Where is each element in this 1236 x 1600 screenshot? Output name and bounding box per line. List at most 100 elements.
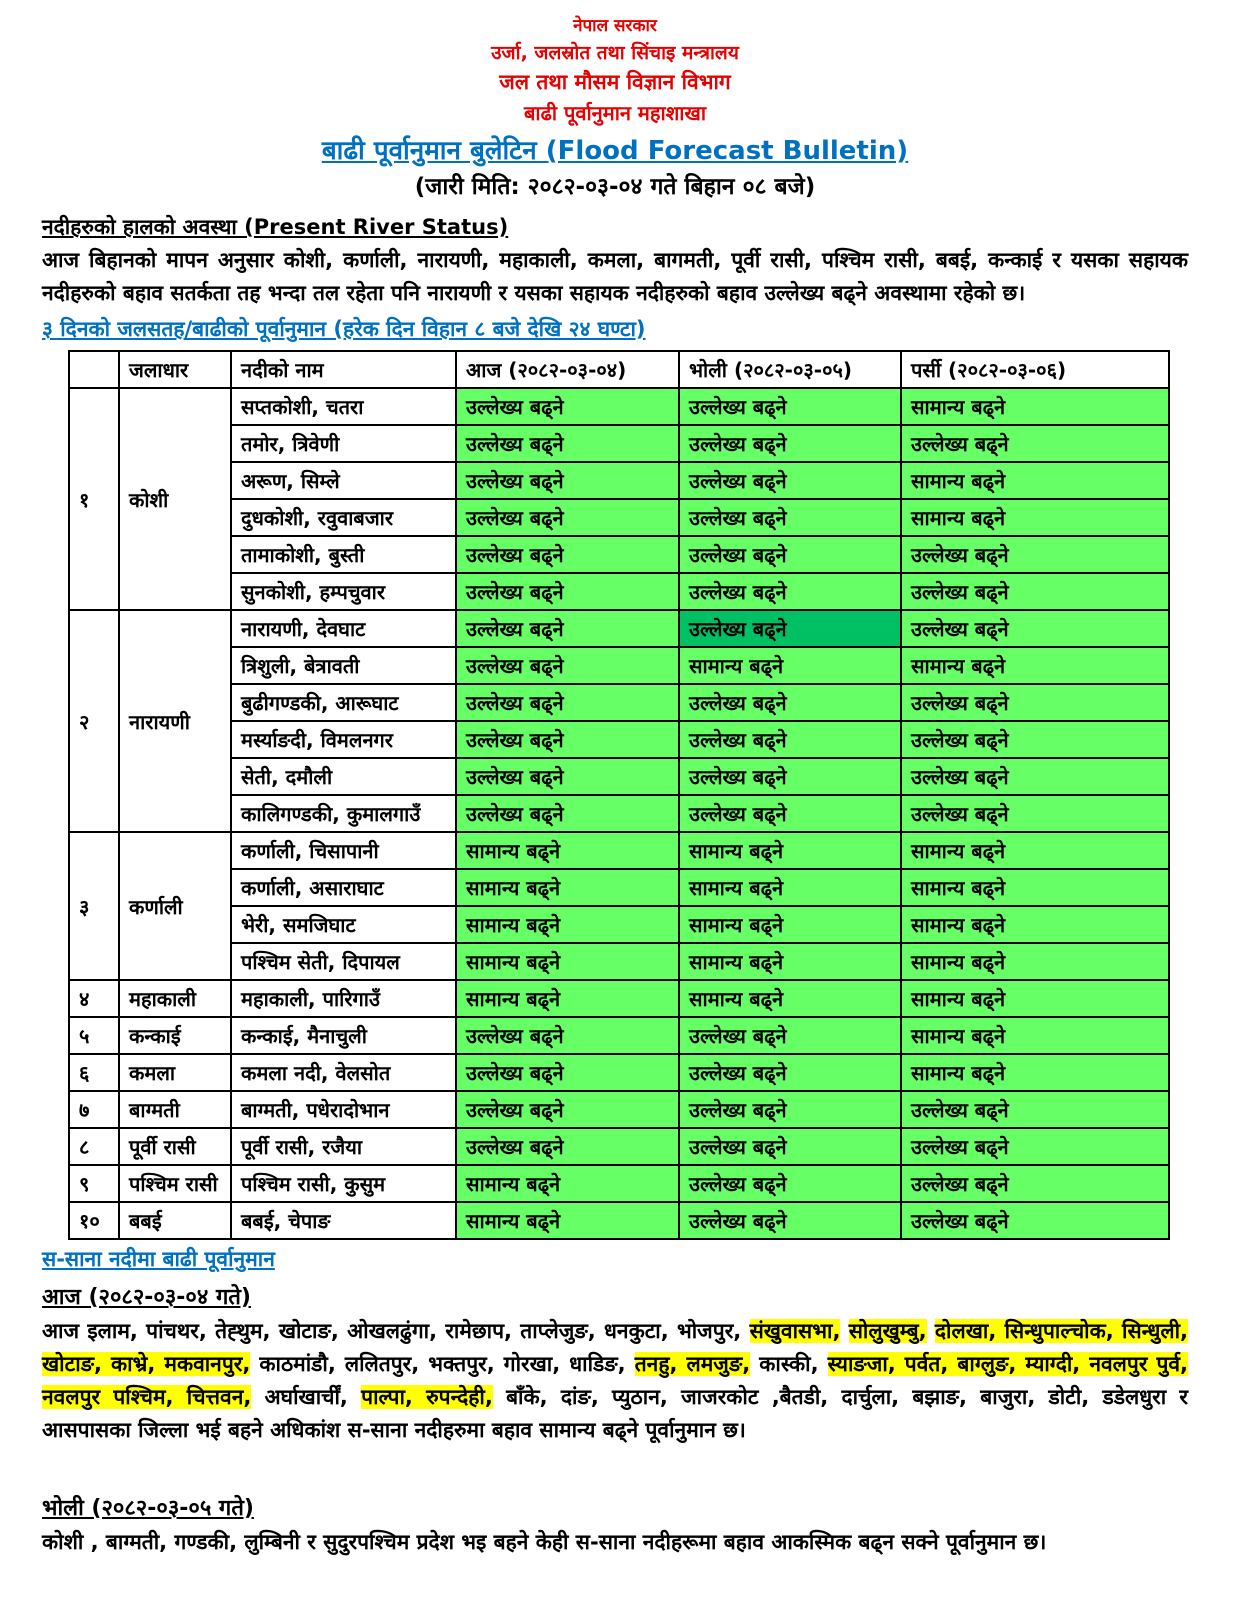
forecast-value-cell: सामान्य बढ्ने: [900, 461, 1170, 500]
table-row: ७ बाग्मती बाग्मती, पधेरादोभान उल्लेख्य बढ्न…: [68, 1090, 1170, 1129]
forecast-section-heading: ३ दिनको जलसतह/बाढीको पूर्वानुमान (हरेक द…: [42, 317, 646, 341]
forecast-value-cell: उल्लेख्य बढ्ने: [455, 387, 680, 426]
forecast-value-cell: उल्लेख्य बढ्ने: [678, 1090, 902, 1129]
forecast-value-cell: उल्लेख्य बढ्ने: [900, 1090, 1170, 1129]
column-header-basin: जलाधार: [118, 350, 232, 389]
forecast-value-cell: उल्लेख्य बढ्ने: [678, 720, 902, 759]
district-text: अर्घाखार्चीं,: [251, 1385, 362, 1409]
forecast-value-cell: उल्लेख्य बढ्ने: [900, 720, 1170, 759]
forecast-value-cell: उल्लेख्य बढ्ने: [900, 424, 1170, 463]
table-row: १० बबई बबई, चेपाङ सामान्य बढ्ने उल्लेख्य बढ्…: [68, 1201, 1170, 1240]
river-name-cell: बुढीगण्डकी, आरूघाट: [230, 683, 457, 722]
issue-date: (जारी मिति: २०८२-०३-०४ गते बिहान ०८ बजे): [414, 174, 816, 200]
forecast-value-cell: सामान्य बढ्ने: [678, 646, 902, 685]
forecast-value-cell: उल्लेख्य बढ्ने: [455, 572, 680, 611]
forecast-value-cell: उल्लेख्य बढ्ने: [455, 794, 680, 833]
river-name-cell: सेती, दमौली: [230, 757, 457, 796]
river-name-cell: बाग्मती, पधेरादोभान: [230, 1090, 457, 1129]
table-row: ८ पूर्वी रासी पूर्वी रासी, रजैया उल्लेख्य ब…: [68, 1127, 1170, 1166]
forecast-value-cell: उल्लेख्य बढ्ने: [678, 1127, 902, 1166]
forecast-value-cell: सामान्य बढ्ने: [900, 868, 1170, 907]
forecast-value-cell: सामान्य बढ्ने: [455, 831, 680, 870]
forecast-value-cell: उल्लेख्य बढ्ने: [678, 1053, 902, 1092]
government-header: नेपाल सरकार उर्जा, जलस्रोत तथा सिंचाइ मन…: [42, 14, 1188, 128]
forecast-value-cell: उल्लेख्य बढ्ने: [678, 387, 902, 426]
table-row: ६ कमला कमला नदी, वेलसोत उल्लेख्य बढ्ने उल्ले…: [68, 1053, 1170, 1092]
highlighted-district-text: तनहु, लमजुङ,: [634, 1352, 751, 1376]
forecast-value-cell: उल्लेख्य बढ्ने: [678, 757, 902, 796]
table-row: पश्चिम सेती, दिपायल सामान्य बढ्ने सामान्य …: [69, 942, 1170, 981]
table-row: तमोर, त्रिवेणी उल्लेख्य बढ्ने उल्लेख्य बढ्…: [69, 424, 1170, 463]
river-name-cell: महाकाली, पारिगाउँ: [230, 979, 457, 1018]
district-text: काठमांडौ, ललितपुर, भक्तपुर, गोरखा, धाडिङ…: [250, 1352, 635, 1376]
basin-serial-cell: ७: [68, 1090, 120, 1129]
basin-name-cell: बाग्मती: [118, 1090, 232, 1129]
table-row: २ नारायणी नारायणी, देवघाट उल्लेख्य बढ्ने उल्…: [68, 609, 1170, 833]
forecast-value-cell: सामान्य बढ्ने: [455, 942, 680, 981]
forecast-value-cell: उल्लेख्य बढ्ने: [455, 461, 680, 500]
present-status-paragraph: आज बिहानको मापन अनुसार कोशी, कर्णाली, ना…: [42, 248, 1188, 305]
division-name: बाढी पूर्वानुमान महाशाखा: [523, 101, 707, 125]
table-row: सेती, दमौली उल्लेख्य बढ्ने उल्लेख्य बढ्ने उ…: [69, 757, 1170, 796]
river-name-cell: तमोर, त्रिवेणी: [230, 424, 457, 463]
blank-line: [42, 1447, 1188, 1485]
forecast-value-cell: उल्लेख्य बढ्ने: [455, 1016, 680, 1055]
basin-serial-cell: ५: [68, 1016, 120, 1055]
river-name-cell: कालिगण्डकी, कुमालगाउँ: [230, 794, 457, 833]
river-name-cell: कन्काई, मैनाचुली: [230, 1016, 457, 1055]
table-row: दुधकोशी, रवुवाबजार उल्लेख्य बढ्ने उल्लेख्य…: [69, 498, 1170, 537]
forecast-value-cell: उल्लेख्य बढ्ने: [455, 535, 680, 574]
forecast-value-cell: सामान्य बढ्ने: [455, 1201, 680, 1240]
table-row: बुढीगण्डकी, आरूघाट उल्लेख्य बढ्ने उल्लेख्य…: [69, 683, 1170, 722]
table-row: १ कोशी सप्तकोशी, चतरा उल्लेख्य बढ्ने उल्लेख्…: [68, 387, 1170, 611]
forecast-value-cell: उल्लेख्य बढ्ने: [678, 1164, 902, 1203]
forecast-value-cell: उल्लेख्य बढ्ने: [900, 1127, 1170, 1166]
basin-serial-cell: ४: [68, 979, 120, 1018]
forecast-value-cell: उल्लेख्य बढ्ने: [455, 1127, 680, 1166]
river-name-cell: कर्णाली, चिसापानी: [230, 831, 457, 870]
district-text: आज इलाम, पांचथर, तेह्थुम, खोटाङ, ओखलढुंग…: [42, 1319, 750, 1343]
basin-name-cell: बबई: [118, 1201, 232, 1240]
column-header-serial: [68, 350, 120, 389]
basin-serial-cell: ८: [68, 1127, 120, 1166]
column-header-today: आज (२०८२-०३-०४): [455, 350, 680, 389]
river-name-cell: सप्तकोशी, चतरा: [230, 387, 457, 426]
river-name-cell: अरूण, सिम्ले: [230, 461, 457, 500]
basin-serial-cell: ६: [68, 1053, 120, 1092]
forecast-value-cell: उल्लेख्य बढ्ने: [900, 572, 1170, 611]
small-rivers-today-heading: आज (२०८२-०३-०४ गते): [42, 1285, 251, 1310]
basin-name-cell: पूर्वी रासी: [118, 1127, 232, 1166]
table-row: ३ कर्णाली कर्णाली, चिसापानी सामान्य बढ्ने सा…: [68, 831, 1170, 981]
river-name-cell: कर्णाली, असाराघाट: [230, 868, 457, 907]
ministry-name: उर्जा, जलस्रोत तथा सिंचाइ मन्त्रालय: [491, 42, 739, 64]
forecast-value-cell: उल्लेख्य बढ्ने: [678, 461, 902, 500]
river-name-cell: कमला नदी, वेलसोत: [230, 1053, 457, 1092]
river-name-cell: पश्चिम सेती, दिपायल: [230, 942, 457, 981]
forecast-value-cell: सामान्य बढ्ने: [455, 979, 680, 1018]
district-text: [927, 1319, 935, 1343]
basin-name-cell: महाकाली: [118, 979, 232, 1018]
forecast-value-cell: सामान्य बढ्ने: [455, 905, 680, 944]
river-name-cell: नारायणी, देवघाट: [230, 609, 457, 648]
forecast-value-cell: उल्लेख्य बढ्ने: [455, 1090, 680, 1129]
forecast-value-cell: उल्लेख्य बढ्ने: [900, 535, 1170, 574]
forecast-value-cell: उल्लेख्य बढ्ने: [678, 535, 902, 574]
column-header-dayafter: पर्सी (२०८२-०३-०६): [900, 350, 1170, 389]
small-rivers-today-paragraph: आज इलाम, पांचथर, तेह्थुम, खोटाङ, ओखलढुंग…: [42, 1315, 1189, 1447]
forecast-value-cell: सामान्य बढ्ने: [455, 868, 680, 907]
forecast-table: जलाधार नदीको नाम आज (२०८२-०३-०४) भोली (२…: [68, 350, 1170, 1240]
forecast-value-cell: सामान्य बढ्ने: [678, 905, 902, 944]
highlighted-district-text: सोलुखुम्बु,: [848, 1319, 927, 1343]
forecast-value-cell: सामान्य बढ्ने: [900, 979, 1170, 1018]
table-header-row: जलाधार नदीको नाम आज (२०८२-०३-०४) भोली (२…: [68, 350, 1170, 389]
present-status-heading: नदीहरुको हालको अवस्था (Present River Sta…: [42, 215, 509, 239]
river-name-cell: दुधकोशी, रवुवाबजार: [230, 498, 457, 537]
table-row: कर्णाली, असाराघाट सामान्य बढ्ने सामान्य बढ…: [69, 868, 1170, 907]
river-name-cell: सुनकोशी, हम्पचुवार: [230, 572, 457, 611]
forecast-value-cell: सामान्य बढ्ने: [900, 831, 1170, 870]
basin-serial-cell: २: [68, 609, 120, 833]
forecast-value-cell: उल्लेख्य बढ्ने: [678, 424, 902, 463]
forecast-value-cell: उल्लेख्य बढ्ने: [678, 1016, 902, 1055]
forecast-value-cell: उल्लेख्य बढ्ने: [455, 609, 680, 648]
forecast-table-body: १ कोशी सप्तकोशी, चतरा उल्लेख्य बढ्ने उल्लेख्…: [68, 387, 1170, 1240]
